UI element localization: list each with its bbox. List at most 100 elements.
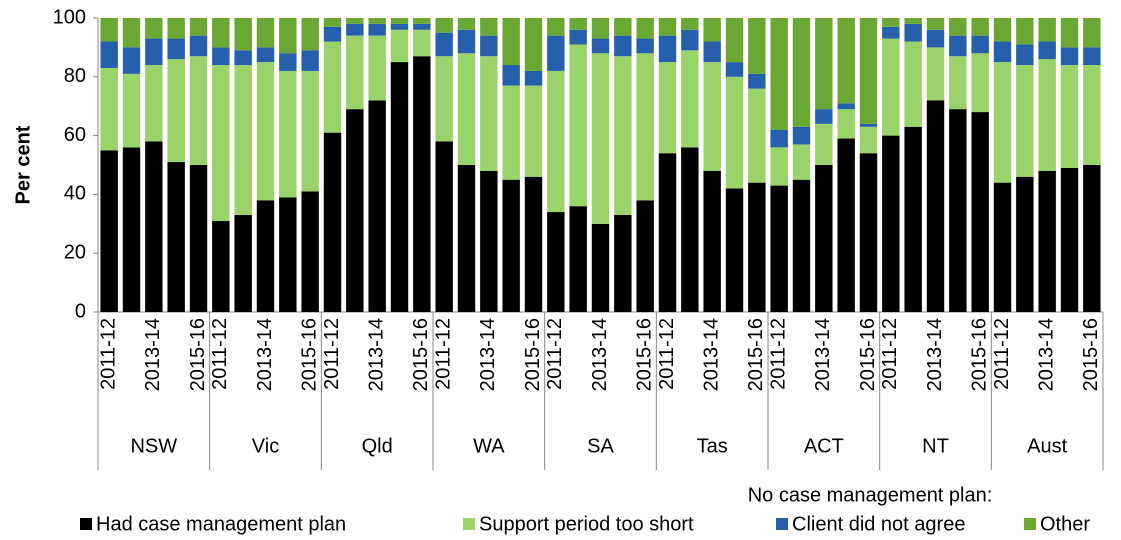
bar-segment xyxy=(368,100,386,312)
bar-segment xyxy=(390,23,409,30)
bar-segment xyxy=(725,76,744,189)
bar-segment xyxy=(1016,18,1034,45)
bar-segment xyxy=(569,206,587,312)
group-label: Aust xyxy=(1027,435,1067,457)
bar-segment xyxy=(145,141,163,312)
x-tick-label: 2013-14 xyxy=(589,318,611,391)
bar-segment xyxy=(502,18,520,66)
bar-segment xyxy=(926,47,945,101)
bar-segment xyxy=(614,18,632,36)
y-axis-label: Per cent xyxy=(12,125,34,204)
bar-segment xyxy=(681,50,699,148)
bar-segment xyxy=(279,18,297,54)
y-tick-label: 20 xyxy=(64,241,86,263)
bar-segment xyxy=(792,126,811,145)
bar-segment xyxy=(122,18,141,48)
bar-segment xyxy=(1016,65,1034,177)
bar-segment xyxy=(122,47,141,74)
bar-segment xyxy=(837,109,855,139)
bar-segment xyxy=(167,162,185,312)
x-tick-label: 2011-12 xyxy=(209,318,231,390)
legend-label: Support period too short xyxy=(479,513,694,535)
bar-segment xyxy=(368,23,386,36)
x-tick-label: 2015-16 xyxy=(298,318,320,391)
bar-segment xyxy=(435,18,453,33)
bar-segment xyxy=(145,65,163,142)
x-tick-label: 2013-14 xyxy=(812,318,834,391)
x-tick-label: 2011-12 xyxy=(656,318,678,390)
bar-segment xyxy=(1060,65,1079,168)
bar-segment xyxy=(837,138,855,312)
bar-segment xyxy=(993,41,1012,63)
x-tick-label: 2013-14 xyxy=(254,318,276,391)
bar-segment xyxy=(681,147,699,312)
bar-segment xyxy=(614,35,632,57)
group-label: Vic xyxy=(252,435,279,457)
bar-segment xyxy=(1083,47,1101,66)
bar-segment xyxy=(301,50,319,71)
bar-segment xyxy=(859,18,878,124)
bar-segment xyxy=(904,126,922,312)
bar-segment xyxy=(748,73,766,89)
bar-segment xyxy=(301,18,319,51)
bar-segment xyxy=(725,62,744,77)
bar-segment xyxy=(815,18,833,110)
bar-segment xyxy=(1016,44,1034,66)
bar-segment xyxy=(212,18,230,48)
bar-segment xyxy=(346,18,364,24)
bar-segment xyxy=(435,56,453,142)
bar-segment xyxy=(591,223,610,312)
bar-segment xyxy=(100,150,118,312)
bar-segment xyxy=(591,53,610,224)
bar-segment xyxy=(256,62,275,201)
bar-segment xyxy=(256,18,275,48)
bar-segment xyxy=(212,65,230,221)
bar-segment xyxy=(145,38,163,66)
bar-segment xyxy=(122,147,141,312)
bar-segment xyxy=(480,56,498,171)
group-label: ACT xyxy=(804,435,844,457)
bar-segment xyxy=(1083,165,1101,312)
bar-segment xyxy=(591,38,610,54)
bar-segment xyxy=(189,165,208,312)
bar-segment xyxy=(837,103,855,110)
x-tick-label: 2013-14 xyxy=(700,318,722,391)
legend-label: Client did not agree xyxy=(792,513,965,535)
bar-segment xyxy=(859,126,878,154)
bar-segment xyxy=(859,123,878,127)
x-tick-label: 2013-14 xyxy=(924,318,946,391)
bar-segment xyxy=(748,88,766,183)
bar-segment xyxy=(547,212,565,312)
bar-segment xyxy=(323,41,342,133)
x-tick-label: 2013-14 xyxy=(1035,318,1057,391)
bar-segment xyxy=(859,153,878,312)
bar-segment xyxy=(301,70,319,192)
bar-segment xyxy=(1060,167,1079,312)
bar-segment xyxy=(636,53,654,201)
group-label: SA xyxy=(587,435,614,457)
bar-segment xyxy=(189,56,208,165)
bar-segment xyxy=(189,35,208,57)
legend-swatch xyxy=(463,518,475,530)
bar-segment xyxy=(457,53,476,165)
bar-segment xyxy=(390,18,409,24)
bar-segment xyxy=(524,70,543,86)
bar-segment xyxy=(279,197,297,312)
x-tick-label: 2011-12 xyxy=(97,318,119,390)
x-tick-label: 2011-12 xyxy=(991,318,1013,390)
bar-segment xyxy=(256,200,275,312)
bar-segment xyxy=(614,214,632,312)
y-tick-label: 40 xyxy=(64,183,86,205)
y-tick-label: 60 xyxy=(64,124,86,146)
bar-segment xyxy=(993,18,1012,42)
bar-segment xyxy=(212,220,230,312)
bar-segment xyxy=(413,56,431,312)
bar-segment xyxy=(636,38,654,54)
x-tick-label: 2013-14 xyxy=(142,318,164,391)
bar-segment xyxy=(703,41,721,63)
bar-segment xyxy=(770,129,788,148)
bar-segment xyxy=(591,18,610,39)
bar-segment xyxy=(792,18,811,127)
x-tick-label: 2011-12 xyxy=(767,318,789,390)
